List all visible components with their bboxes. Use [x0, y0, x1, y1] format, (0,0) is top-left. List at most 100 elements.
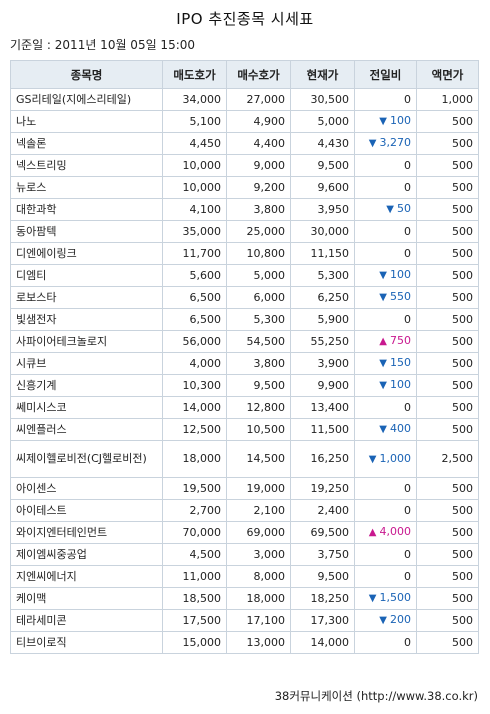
ask-price-cell: 34,000: [162, 88, 227, 111]
change-value: 1,000: [379, 451, 412, 465]
ask-price-cell: 10,000: [162, 176, 227, 199]
change-cell: 0: [354, 477, 417, 500]
column-header-par: 액면가: [416, 60, 479, 89]
ask-price-cell: 2,700: [162, 499, 227, 522]
ask-price-cell: 6,500: [162, 286, 227, 309]
change-cell: 0: [354, 543, 417, 566]
par-value-cell: 500: [416, 176, 479, 199]
table-row: 아이테스트 2,700 2,100 2,400 0 500: [10, 499, 479, 522]
table-row: 나노 5,100 4,900 5,000 ▼ 100 500: [10, 110, 479, 133]
stock-name-cell: 티브이로직: [10, 631, 163, 654]
base-date: 기준일 : 2011년 10월 05일 15:00: [10, 38, 196, 52]
par-value-cell: 500: [416, 352, 479, 375]
table-row: 제이엠씨중공업 4,500 3,000 3,750 0 500: [10, 543, 479, 566]
par-value-cell: 500: [416, 631, 479, 654]
table-row: 디엠티 5,600 5,000 5,300 ▼ 100 500: [10, 264, 479, 287]
down-arrow-icon: ▼: [368, 138, 377, 149]
table-row: 케이맥 18,500 18,000 18,250 ▼ 1,500 500: [10, 587, 479, 610]
change-value: 0: [404, 246, 411, 260]
column-header-bid: 매수호가: [226, 60, 291, 89]
current-price-cell: 55,250: [290, 330, 355, 353]
bid-price-cell: 9,000: [226, 154, 291, 177]
table-row: 로보스타 6,500 6,000 6,250 ▼ 550 500: [10, 286, 479, 309]
current-price-cell: 30,000: [290, 220, 355, 243]
change-value: 0: [404, 569, 411, 583]
change-value: 200: [390, 613, 411, 626]
bid-price-cell: 9,500: [226, 374, 291, 397]
table-row: 대한과학 4,100 3,800 3,950 ▼ 50 500: [10, 198, 479, 221]
stock-name-cell: 테라세미콘: [10, 609, 163, 632]
bid-price-cell: 27,000: [226, 88, 291, 111]
change-value: 3,270: [379, 136, 412, 149]
change-cell: ▼ 1,500: [354, 587, 417, 610]
stock-name-cell: 넥스트리밍: [10, 154, 163, 177]
down-arrow-icon: ▼: [379, 292, 387, 303]
current-price-cell: 9,900: [290, 374, 355, 397]
current-price-cell: 30,500: [290, 88, 355, 111]
par-value-cell: 500: [416, 308, 479, 331]
stock-name-cell: 뉴로스: [10, 176, 163, 199]
change-value: 0: [404, 481, 411, 495]
change-cell: 0: [354, 154, 417, 177]
change-value: 0: [404, 635, 411, 649]
bid-price-cell: 4,900: [226, 110, 291, 133]
table-row: 디엔에이링크 11,700 10,800 11,150 0 500: [10, 242, 479, 265]
bid-price-cell: 3,800: [226, 198, 291, 221]
par-value-cell: 1,000: [416, 88, 479, 111]
bid-price-cell: 54,500: [226, 330, 291, 353]
bid-price-cell: 8,000: [226, 565, 291, 588]
change-value: 0: [404, 312, 411, 326]
bid-price-cell: 2,100: [226, 499, 291, 522]
change-value: 0: [404, 503, 411, 517]
change-value: 750: [390, 334, 411, 347]
bid-price-cell: 69,000: [226, 521, 291, 544]
stock-name-cell: 사파이어테크놀로지: [10, 330, 163, 353]
par-value-cell: 500: [416, 198, 479, 221]
ask-price-cell: 12,500: [162, 418, 227, 441]
stock-name-cell: 케이맥: [10, 587, 163, 610]
current-price-cell: 5,300: [290, 264, 355, 287]
change-cell: 0: [354, 499, 417, 522]
bid-price-cell: 4,400: [226, 132, 291, 155]
current-price-cell: 3,750: [290, 543, 355, 566]
table-row: 지엔씨에너지 11,000 8,000 9,500 0 500: [10, 565, 479, 588]
column-header-change: 전일비: [354, 60, 417, 89]
stock-name-cell: 씨엔플러스: [10, 418, 163, 441]
stock-name-cell: 지엔씨에너지: [10, 565, 163, 588]
table-row: 테라세미콘 17,500 17,100 17,300 ▼ 200 500: [10, 609, 479, 632]
change-cell: 0: [354, 308, 417, 331]
current-price-cell: 19,250: [290, 477, 355, 500]
table-row: GS리테일(지에스리테일) 34,000 27,000 30,500 0 1,000: [10, 88, 479, 111]
par-value-cell: 500: [416, 565, 479, 588]
bid-price-cell: 3,800: [226, 352, 291, 375]
ask-price-cell: 70,000: [162, 521, 227, 544]
stock-name-cell: GS리테일(지에스리테일): [10, 88, 163, 111]
par-value-cell: 2,500: [416, 440, 479, 478]
ask-price-cell: 4,000: [162, 352, 227, 375]
down-arrow-icon: ▼: [368, 453, 377, 465]
bid-price-cell: 13,000: [226, 631, 291, 654]
table-row: 씨제이헬로비전(CJ헬로비전) 18,000 14,500 16,250 ▼ 1,000 2…: [10, 440, 479, 478]
current-price-cell: 18,250: [290, 587, 355, 610]
table-row: 사파이어테크놀로지 56,000 54,500 55,250 ▲ 750 500: [10, 330, 479, 353]
stock-name-cell: 씨제이헬로비전(CJ헬로비전): [10, 440, 163, 478]
ask-price-cell: 18,000: [162, 440, 227, 478]
current-price-cell: 2,400: [290, 499, 355, 522]
column-header-name: 종목명: [10, 60, 163, 89]
current-price-cell: 9,600: [290, 176, 355, 199]
current-price-cell: 3,900: [290, 352, 355, 375]
stock-name-cell: 로보스타: [10, 286, 163, 309]
change-cell: 0: [354, 242, 417, 265]
stock-name-cell: 빛샘전자: [10, 308, 163, 331]
change-cell: 0: [354, 631, 417, 654]
par-value-cell: 500: [416, 330, 479, 353]
up-arrow-icon: ▲: [368, 527, 377, 538]
par-value-cell: 500: [416, 264, 479, 287]
table-row: 쎄미시스코 14,000 12,800 13,400 0 500: [10, 396, 479, 419]
par-value-cell: 500: [416, 418, 479, 441]
change-value: 0: [404, 400, 411, 414]
change-cell: ▼ 100: [354, 264, 417, 287]
stock-name-cell: 시큐브: [10, 352, 163, 375]
stock-name-cell: 신흥기계: [10, 374, 163, 397]
table-row: 빛샘전자 6,500 5,300 5,900 0 500: [10, 308, 479, 331]
